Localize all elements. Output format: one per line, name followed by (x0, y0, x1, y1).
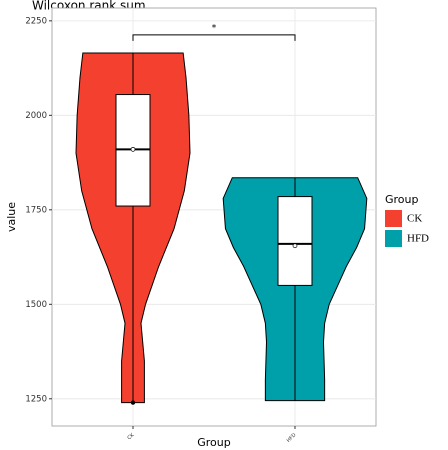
legend-label: HFD (407, 233, 429, 245)
y-tick-label: 2250 (25, 16, 47, 26)
y-tick-label: 1750 (25, 205, 47, 215)
y-tick-label: 2000 (25, 111, 47, 121)
box (277, 196, 313, 286)
significance-bracket (132, 34, 296, 41)
y-tick-label: 1250 (25, 394, 47, 404)
x-axis-label: Group (197, 436, 231, 449)
significance-label: * (212, 23, 217, 33)
mean-point (292, 243, 298, 249)
legend-title: Group (385, 193, 419, 206)
x-tick-label: HFD (286, 432, 298, 444)
mean-point (130, 146, 136, 152)
legend-label: CK (407, 213, 422, 225)
legend-key (385, 210, 402, 227)
x-tick-label: CK (126, 432, 136, 442)
y-tick-label: 1500 (25, 300, 47, 310)
y-axis-label: value (5, 202, 18, 232)
outlier (130, 400, 136, 405)
legend-key (385, 230, 402, 247)
